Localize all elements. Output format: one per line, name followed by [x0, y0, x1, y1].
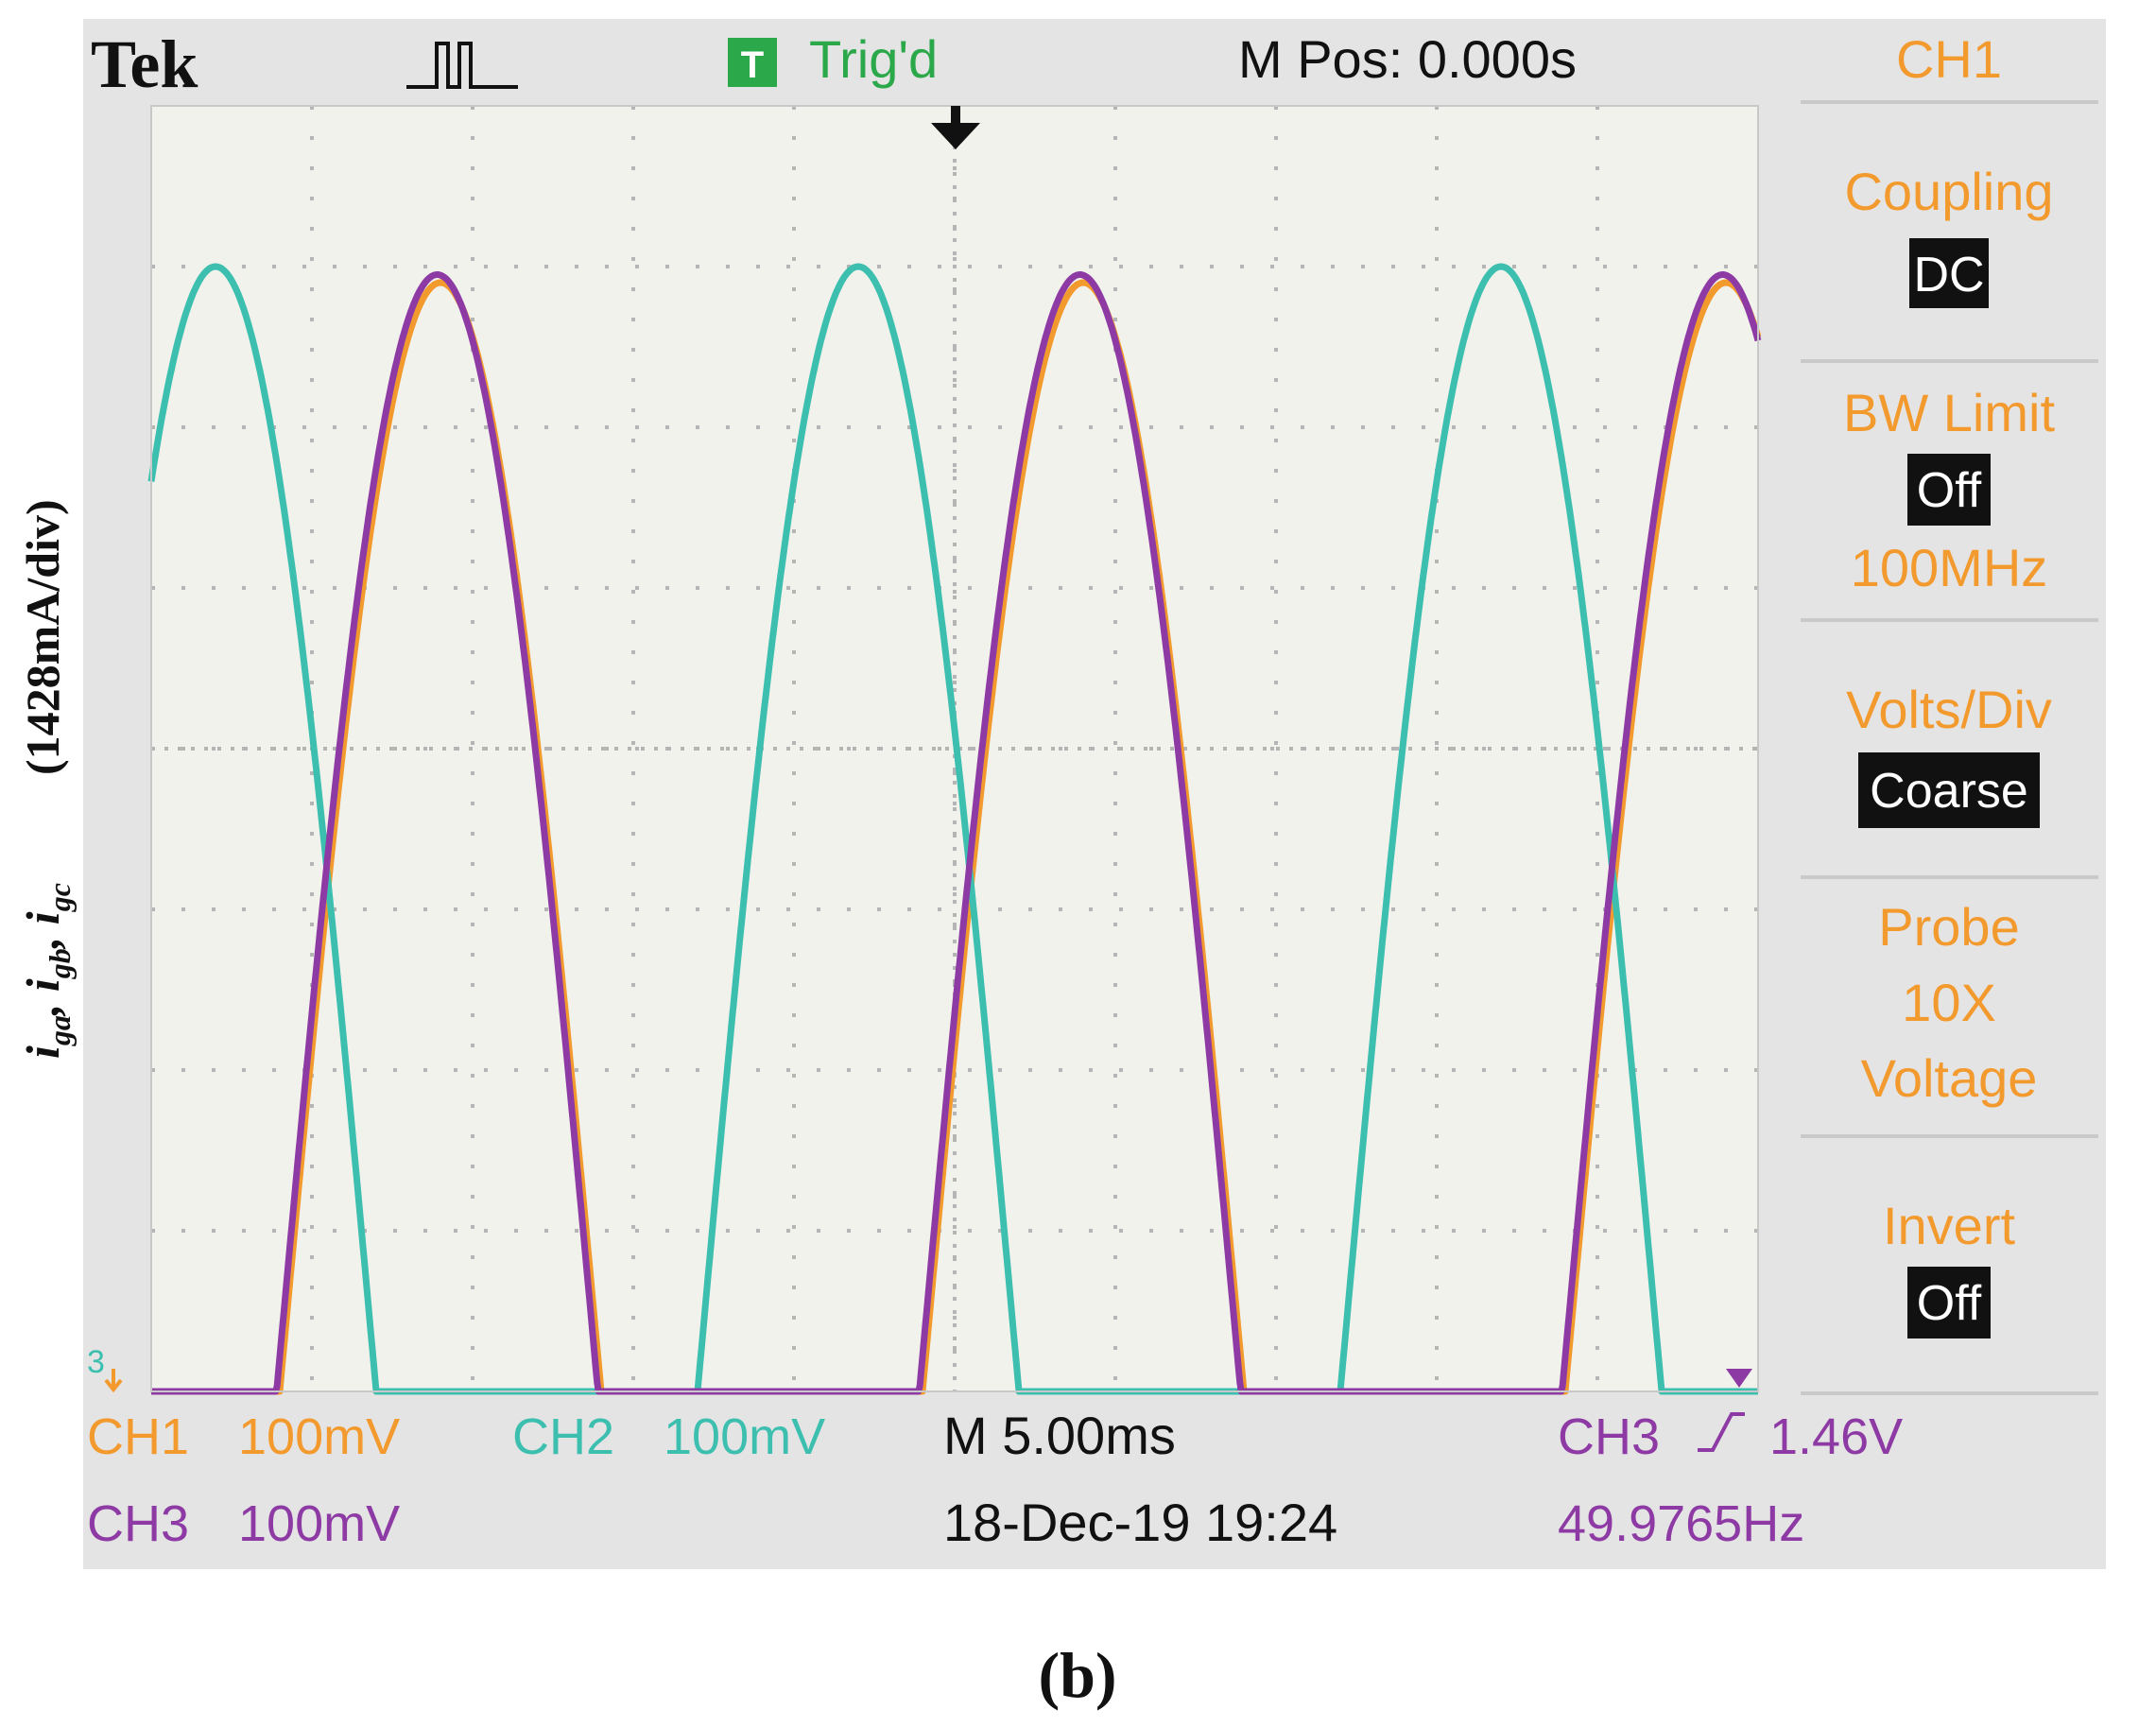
trigger-position-stem — [951, 106, 960, 125]
y-axis-unit: (1428mA/div) — [16, 499, 69, 775]
menu-item-volts-div[interactable]: Volts/Div Coarse — [1846, 680, 2052, 828]
ground-marker-label: 3 — [87, 1344, 105, 1380]
bw-limit-frequency: 100MHz — [1851, 538, 2048, 597]
volts-div-label: Volts/Div — [1846, 680, 2052, 739]
trigger-source: CH3 — [1558, 1408, 1660, 1465]
y-symbol-b: i — [16, 978, 69, 992]
y-subscript-b: gb — [43, 948, 77, 979]
y-sep-a: , — [16, 992, 69, 1017]
y-axis-label-group: iga, igb, igc (1428mA/div) — [16, 499, 77, 1059]
y-subscript-a: ga — [43, 1015, 77, 1046]
probe-attenuation: 10X — [1902, 973, 1996, 1032]
ch2-name: CH2 — [512, 1408, 614, 1465]
bw-limit-value: Off — [1917, 463, 1982, 518]
trigger-level: 1.46V — [1769, 1408, 1903, 1465]
invert-label: Invert — [1883, 1196, 2015, 1255]
coupling-value: DC — [1913, 248, 1984, 302]
ch2-scale: 100mV — [664, 1408, 825, 1465]
trigger-badge-letter: T — [741, 44, 764, 86]
y-sep-b: , — [16, 924, 69, 950]
frequency: 49.9765Hz — [1558, 1495, 1804, 1552]
date-time: 18-Dec-19 19:24 — [943, 1493, 1337, 1552]
y-symbol-c: i — [16, 911, 69, 924]
probe-type: Voltage — [1861, 1048, 2038, 1108]
y-subscript-c: gc — [43, 883, 77, 912]
ch3-name: CH3 — [87, 1495, 189, 1552]
horizontal-position: M Pos: 0.000s — [1238, 29, 1577, 89]
brand-logo: Tek — [91, 26, 198, 102]
menu-title: CH1 — [1896, 29, 2002, 89]
y-axis-symbols: iga, igb, igc — [16, 883, 77, 1059]
invert-value: Off — [1917, 1276, 1982, 1331]
volts-div-value: Coarse — [1870, 764, 2028, 819]
bw-limit-label: BW Limit — [1843, 383, 2055, 442]
figure-label: (b) — [1038, 1639, 1116, 1711]
ch3-scale: 100mV — [238, 1495, 400, 1552]
probe-label: Probe — [1878, 897, 2019, 957]
ch1-scale: 100mV — [238, 1408, 400, 1465]
ch1-name: CH1 — [87, 1408, 189, 1465]
y-symbol-a: i — [16, 1045, 69, 1059]
timebase: M 5.00ms — [943, 1406, 1176, 1465]
coupling-label: Coupling — [1844, 162, 2053, 221]
trigger-status: Trig'd — [809, 29, 938, 89]
